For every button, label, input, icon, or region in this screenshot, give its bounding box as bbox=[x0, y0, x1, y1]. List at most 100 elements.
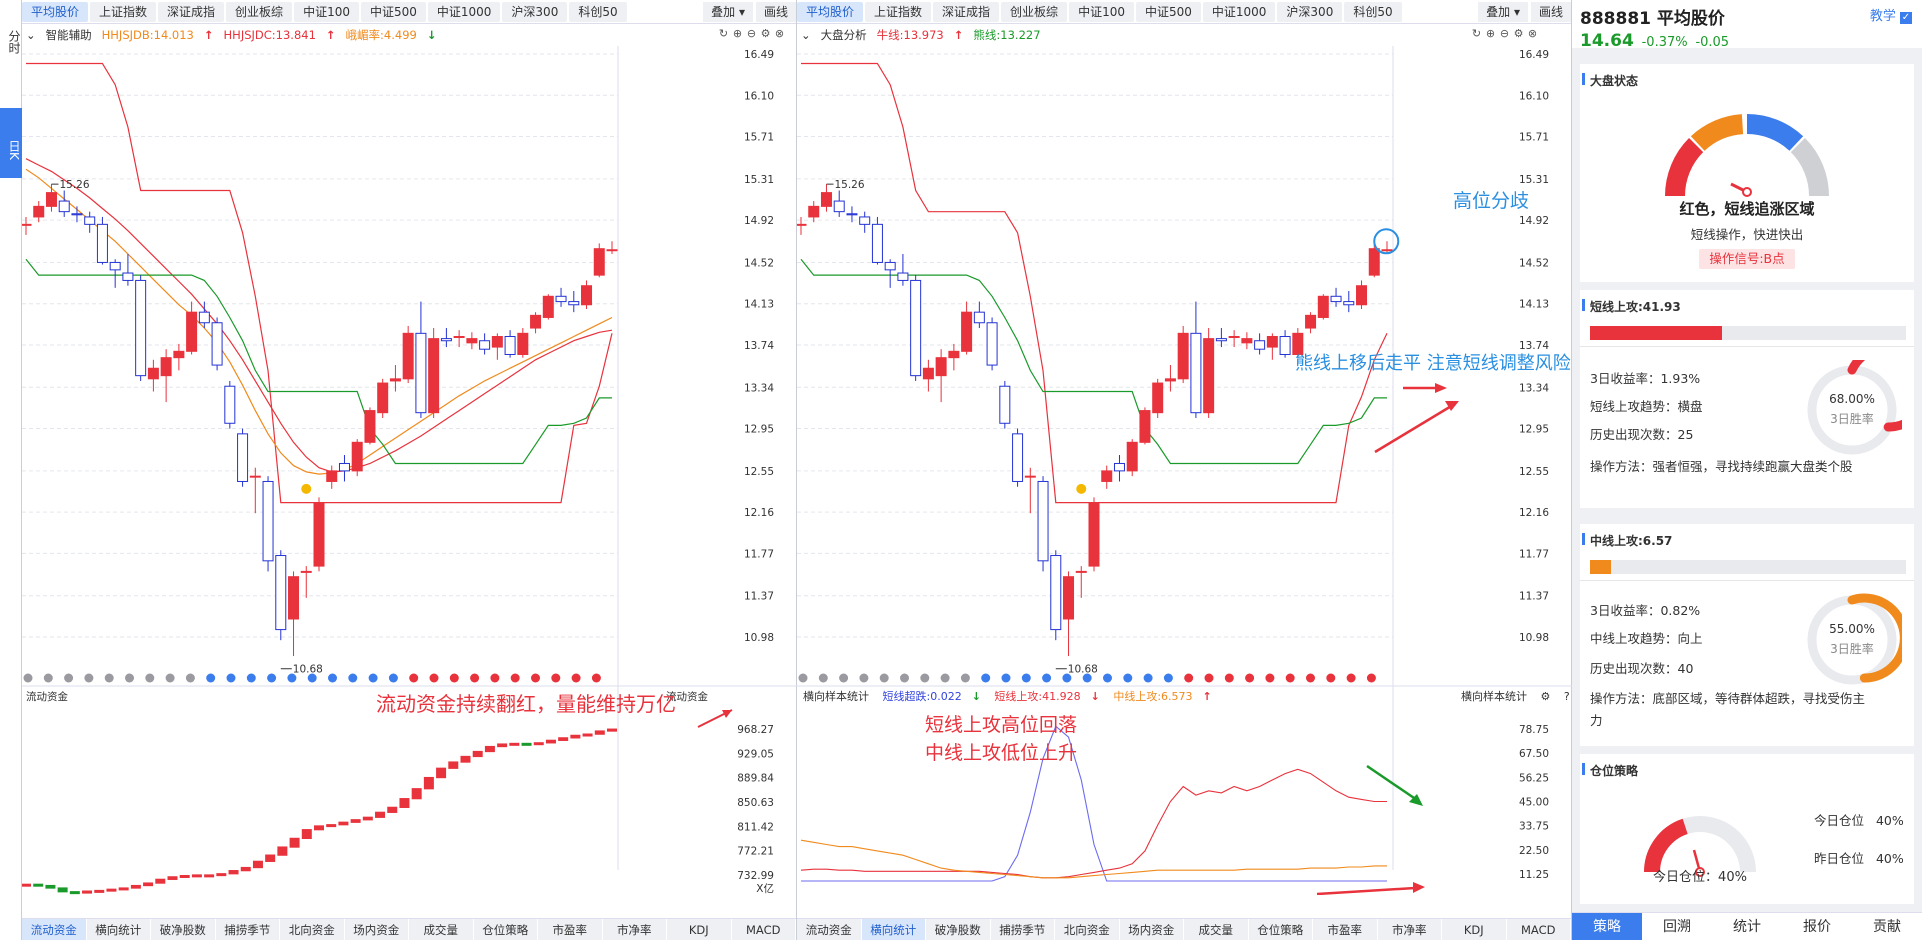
tab-sh-index[interactable]: 上证指数 bbox=[90, 1, 157, 22]
candle-body bbox=[428, 338, 440, 414]
zoom-out-icon[interactable]: ⊖ bbox=[746, 27, 760, 40]
tab-avg-price[interactable]: 平均股价 bbox=[22, 1, 89, 22]
teach-link[interactable]: 教学 ✓ bbox=[1869, 9, 1912, 24]
tab-position[interactable]: 仓位策略 bbox=[1248, 919, 1313, 940]
candle-body bbox=[871, 223, 883, 263]
tab-position[interactable]: 仓位策略 bbox=[473, 919, 538, 940]
refresh-icon[interactable]: ↻ bbox=[1471, 27, 1485, 40]
tab-fishing[interactable]: 捕捞季节 bbox=[215, 919, 280, 940]
tab-csi100[interactable]: 中证100 bbox=[294, 1, 359, 22]
y-tick-label: 12.95 bbox=[744, 424, 774, 436]
nav-contribution[interactable]: 贡献 bbox=[1873, 919, 1901, 935]
candle-body bbox=[922, 367, 934, 380]
mid-main-chart[interactable]: 16.49 16.10 15.71 15.31 14.92 14.52 14.13 13.74… bbox=[797, 0, 1572, 895]
nav-strategy[interactable]: 策略 bbox=[1572, 913, 1642, 940]
nav-quote[interactable]: 报价 bbox=[1803, 919, 1831, 935]
tab-pb[interactable]: 市净率 bbox=[1377, 919, 1442, 940]
tab-hs300[interactable]: 沪深300 bbox=[502, 1, 568, 22]
zoom-in-icon[interactable]: ⊕ bbox=[732, 27, 746, 40]
legend-name: 大盘分析 bbox=[820, 28, 867, 42]
short-attack-title: 短线上攻:41.93 bbox=[1580, 290, 1914, 315]
period-daily[interactable]: 日K bbox=[0, 108, 22, 178]
candle-body bbox=[313, 502, 325, 567]
info-panel: 888881 平均股价 教学 ✓ 14.64 -0.37% -0.05 大盘状态… bbox=[1572, 0, 1922, 940]
quote-header: 888881 平均股价 教学 ✓ 14.64 -0.37% -0.05 bbox=[1572, 0, 1922, 51]
tab-csi100[interactable]: 中证100 bbox=[1069, 1, 1134, 22]
gear-icon[interactable]: ⚙ bbox=[760, 27, 774, 40]
candle-body bbox=[466, 338, 478, 344]
tab-north[interactable]: 北向资金 bbox=[1055, 919, 1120, 940]
period-intraday[interactable]: 分时 bbox=[7, 30, 21, 54]
sub-gear-icon[interactable]: ⚙ bbox=[1540, 690, 1551, 703]
signal-dot bbox=[879, 673, 889, 683]
candle-body bbox=[186, 311, 198, 352]
tab-pe[interactable]: 市盈率 bbox=[538, 919, 603, 940]
tab-csi500[interactable]: 中证500 bbox=[360, 1, 426, 22]
tab-volume[interactable]: 成交量 bbox=[1184, 919, 1249, 940]
refresh-icon[interactable]: ↻ bbox=[718, 27, 732, 40]
legend-chevron-icon[interactable]: ⌄ bbox=[801, 28, 811, 42]
nav-stats[interactable]: 统计 bbox=[1733, 919, 1761, 935]
tab-csi500[interactable]: 中证500 bbox=[1135, 1, 1201, 22]
tab-horizontal[interactable]: 横向统计 bbox=[861, 919, 926, 940]
tab-csi1000[interactable]: 中证1000 bbox=[427, 1, 501, 22]
draw-button[interactable]: 画线 bbox=[1530, 1, 1571, 22]
position-title: 仓位策略 bbox=[1580, 754, 1914, 779]
zoom-out-icon[interactable]: ⊖ bbox=[1499, 27, 1513, 40]
tab-star50[interactable]: 科创50 bbox=[569, 1, 627, 22]
tab-sz-index[interactable]: 深证成指 bbox=[933, 1, 1000, 22]
fund-bar bbox=[472, 750, 483, 758]
overlay-button[interactable]: 叠加 ▾ bbox=[1478, 1, 1528, 22]
tab-gem-index[interactable]: 创业板综 bbox=[1001, 1, 1068, 22]
bottom-tabs-left: 流动资金 横向统计 破净股数 捕捞季节 北向资金 场内资金 成交量 仓位策略 市… bbox=[22, 918, 796, 940]
tab-kdj[interactable]: KDJ bbox=[1442, 919, 1507, 940]
y-tick-label: 12.55 bbox=[744, 466, 774, 478]
tab-pb-broken[interactable]: 破净股数 bbox=[151, 919, 216, 940]
tab-inmarket[interactable]: 场内资金 bbox=[344, 919, 409, 940]
candle-body bbox=[542, 295, 554, 318]
candle-body bbox=[897, 272, 909, 281]
tab-kdj[interactable]: KDJ bbox=[667, 919, 732, 940]
tab-pb-broken[interactable]: 破净股数 bbox=[926, 919, 991, 940]
gear-icon[interactable]: ⚙ bbox=[1513, 27, 1527, 40]
tab-csi1000[interactable]: 中证1000 bbox=[1202, 1, 1276, 22]
tab-fund[interactable]: 流动资金 bbox=[797, 919, 862, 940]
signal-dot bbox=[1346, 673, 1356, 683]
tab-macd[interactable]: MACD bbox=[731, 919, 796, 940]
tab-pb[interactable]: 市净率 bbox=[602, 919, 667, 940]
tab-horizontal[interactable]: 横向统计 bbox=[86, 919, 151, 940]
gauge-seg-red bbox=[1665, 138, 1704, 197]
tab-north[interactable]: 北向资金 bbox=[280, 919, 345, 940]
candle-body bbox=[389, 378, 401, 382]
nav-backtrack[interactable]: 回溯 bbox=[1663, 919, 1691, 935]
tab-inmarket[interactable]: 场内资金 bbox=[1119, 919, 1184, 940]
tab-gem-index[interactable]: 创业板综 bbox=[226, 1, 293, 22]
close-icon[interactable]: ⊗ bbox=[1527, 27, 1541, 40]
signal-dot bbox=[1082, 673, 1092, 683]
tab-macd[interactable]: MACD bbox=[1506, 919, 1571, 940]
tab-volume[interactable]: 成交量 bbox=[409, 919, 474, 940]
zoom-in-icon[interactable]: ⊕ bbox=[1485, 27, 1499, 40]
tab-sz-index[interactable]: 深证成指 bbox=[158, 1, 225, 22]
close-icon[interactable]: ⊗ bbox=[774, 27, 788, 40]
signal-dot bbox=[920, 673, 930, 683]
legend-chevron-icon[interactable]: ⌄ bbox=[26, 28, 36, 42]
tab-fund[interactable]: 流动资金 bbox=[22, 919, 87, 940]
tab-star50[interactable]: 科创50 bbox=[1344, 1, 1402, 22]
sub-help-icon[interactable]: ? bbox=[1563, 690, 1570, 703]
tab-fishing[interactable]: 捕捞季节 bbox=[990, 919, 1055, 940]
fund-bar bbox=[155, 878, 166, 884]
candle-body bbox=[1024, 475, 1036, 478]
tab-avg-price[interactable]: 平均股价 bbox=[797, 1, 864, 22]
y-tick-label: 11.37 bbox=[744, 591, 774, 603]
signal-dot bbox=[900, 673, 909, 683]
candle-body bbox=[973, 311, 985, 324]
left-main-chart[interactable]: 16.49 16.10 15.71 15.31 14.92 14.52 14.13 13.74… bbox=[22, 0, 797, 895]
signal-dot bbox=[206, 673, 216, 683]
sub-y-tick: 11.25 bbox=[1519, 869, 1549, 881]
draw-button[interactable]: 画线 bbox=[755, 1, 796, 22]
tab-hs300[interactable]: 沪深300 bbox=[1277, 1, 1343, 22]
tab-sh-index[interactable]: 上证指数 bbox=[865, 1, 932, 22]
tab-pe[interactable]: 市盈率 bbox=[1313, 919, 1378, 940]
overlay-button[interactable]: 叠加 ▾ bbox=[703, 1, 753, 22]
